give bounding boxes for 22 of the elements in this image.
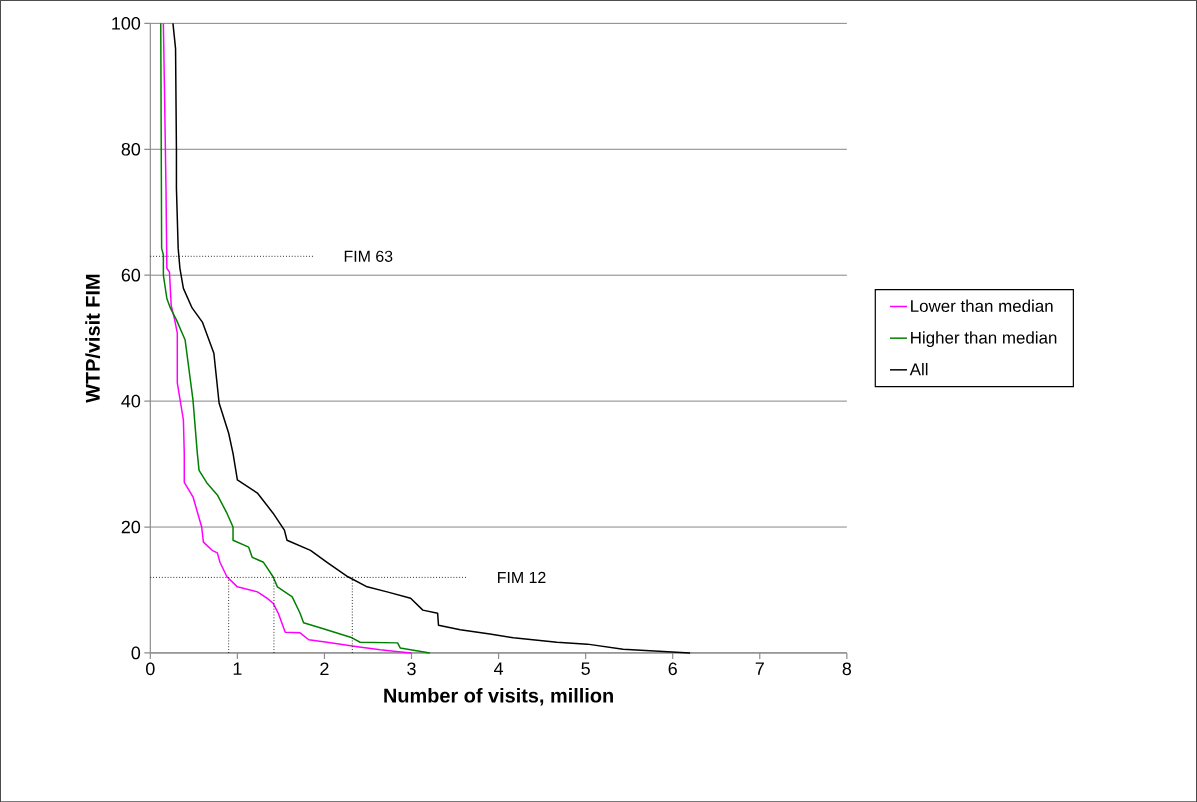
legend-label: Higher than median bbox=[911, 331, 1057, 347]
x-tick-label: 7 bbox=[755, 662, 764, 675]
y-tick-label: 0 bbox=[131, 646, 141, 660]
y-tick-label: 20 bbox=[121, 520, 141, 534]
y-tick-label: 40 bbox=[121, 394, 141, 408]
x-tick-label: 3 bbox=[407, 662, 416, 676]
x-tick-label: 4 bbox=[494, 662, 504, 675]
x-tick-label: 5 bbox=[581, 662, 590, 675]
x-axis-title: Number of visits, million bbox=[384, 687, 613, 706]
y-axis-title: WTP/visit FIM bbox=[85, 274, 101, 403]
ref-line-label: FIM 63 bbox=[344, 250, 393, 262]
ref-line-label: FIM 12 bbox=[498, 571, 546, 583]
x-tick-label: 1 bbox=[233, 662, 242, 675]
legend-label: All bbox=[909, 362, 928, 376]
y-tick-label: 100 bbox=[112, 16, 141, 30]
x-tick-label: 0 bbox=[146, 662, 155, 676]
legend-label: Lower than median bbox=[911, 299, 1053, 312]
y-tick-label: 60 bbox=[121, 268, 141, 282]
x-tick-label: 2 bbox=[320, 662, 329, 675]
x-tick-label: 8 bbox=[842, 662, 852, 676]
y-tick-label: 80 bbox=[121, 142, 141, 156]
x-tick-label: 6 bbox=[668, 662, 677, 676]
